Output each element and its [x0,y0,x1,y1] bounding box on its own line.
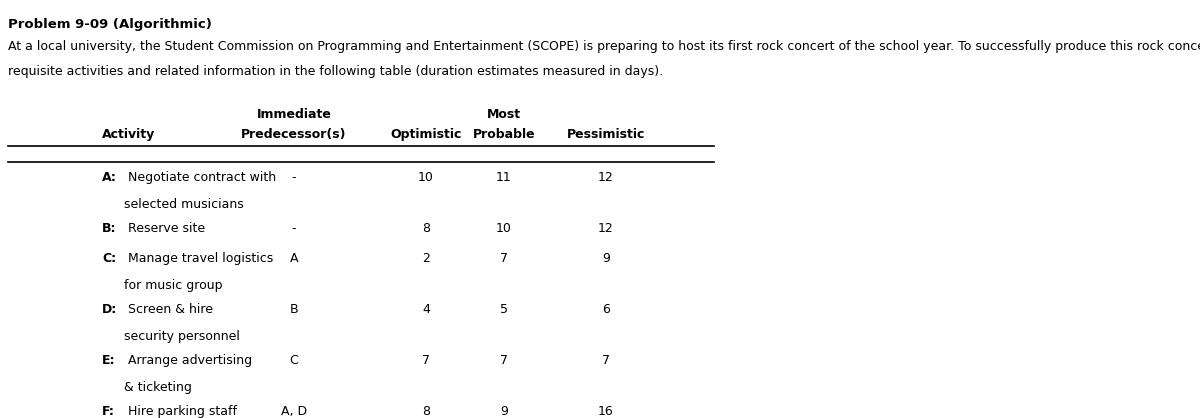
Text: 7: 7 [602,354,610,367]
Text: Probable: Probable [473,128,535,141]
Text: C:: C: [102,252,116,265]
Text: Problem 9-09 (Algorithmic): Problem 9-09 (Algorithmic) [8,18,212,31]
Text: 8: 8 [422,222,430,235]
Text: B: B [289,303,299,316]
Text: Arrange advertising: Arrange advertising [124,354,252,367]
Text: Activity: Activity [102,128,155,141]
Text: 7: 7 [422,354,430,367]
Text: B:: B: [102,222,116,235]
Text: Hire parking staff: Hire parking staff [124,405,236,418]
Text: security personnel: security personnel [124,330,240,343]
Text: F:: F: [102,405,115,418]
Text: Pessimistic: Pessimistic [566,128,646,141]
Text: D:: D: [102,303,118,316]
Text: 8: 8 [422,405,430,418]
Text: 9: 9 [500,405,508,418]
Text: 2: 2 [422,252,430,265]
Text: Screen & hire: Screen & hire [124,303,212,316]
Text: -: - [292,171,296,184]
Text: A: A [289,252,299,265]
Text: At a local university, the Student Commission on Programming and Entertainment (: At a local university, the Student Commi… [8,40,1200,53]
Text: Most: Most [487,108,521,121]
Text: -: - [292,222,296,235]
Text: Reserve site: Reserve site [124,222,205,235]
Text: A:: A: [102,171,116,184]
Text: 16: 16 [598,405,614,418]
Text: 6: 6 [602,303,610,316]
Text: 9: 9 [602,252,610,265]
Text: Optimistic: Optimistic [390,128,462,141]
Text: Manage travel logistics: Manage travel logistics [124,252,272,265]
Text: 12: 12 [598,171,614,184]
Text: E:: E: [102,354,115,367]
Text: Negotiate contract with: Negotiate contract with [124,171,276,184]
Text: 11: 11 [496,171,512,184]
Text: Immediate: Immediate [257,108,331,121]
Text: selected musicians: selected musicians [124,198,244,211]
Text: 7: 7 [500,354,508,367]
Text: & ticketing: & ticketing [124,381,192,394]
Text: 5: 5 [500,303,508,316]
Text: A, D: A, D [281,405,307,418]
Text: 10: 10 [418,171,434,184]
Text: 4: 4 [422,303,430,316]
Text: requisite activities and related information in the following table (duration es: requisite activities and related informa… [8,65,664,78]
Text: 7: 7 [500,252,508,265]
Text: 10: 10 [496,222,512,235]
Text: 12: 12 [598,222,614,235]
Text: Predecessor(s): Predecessor(s) [241,128,347,141]
Text: C: C [289,354,299,367]
Text: for music group: for music group [124,279,222,292]
